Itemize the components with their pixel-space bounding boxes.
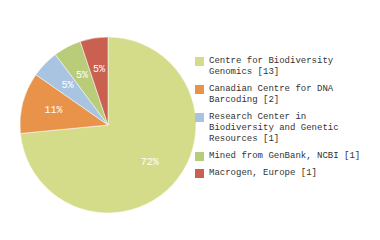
svg-text:5%: 5% — [76, 70, 88, 81]
html-text:Centre for Biodiversity: Centre for Biodiversity — [209, 55, 334, 66]
svg-text:5%: 5% — [62, 80, 74, 91]
html-text:Resources [1]: Resources [1] — [209, 133, 280, 144]
svg-text:72%: 72% — [141, 157, 159, 168]
svg-text:11%: 11% — [45, 105, 63, 116]
html-text:Biodiversity and Genetic: Biodiversity and Genetic — [209, 122, 339, 133]
html-text:Research Center in: Research Center in — [209, 111, 307, 122]
svg-text:5%: 5% — [93, 64, 105, 75]
html-text:Macrogen, Europe [1]: Macrogen, Europe [1] — [209, 167, 317, 178]
html-text:Mined from GenBank, NCBI [1]: Mined from GenBank, NCBI [1] — [209, 150, 361, 161]
html-text:Barcoding [2]: Barcoding [2] — [209, 94, 280, 105]
html-text:Canadian Centre for DNA: Canadian Centre for DNA — [209, 83, 334, 94]
html-text:Genomics [13]: Genomics [13] — [209, 66, 280, 77]
